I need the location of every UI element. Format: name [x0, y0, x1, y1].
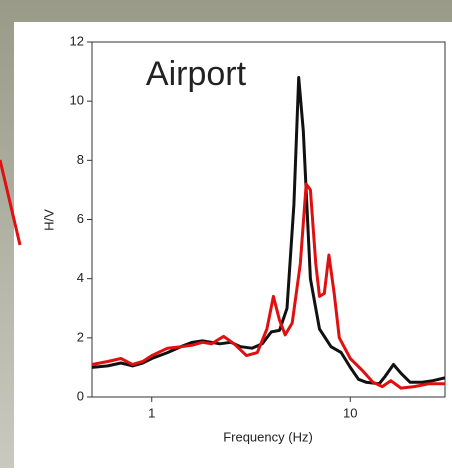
y-tick-label: 12: [70, 33, 84, 48]
x-tick-label: 1: [148, 405, 155, 420]
y-tick-label: 0: [77, 388, 84, 403]
plot-area: [91, 41, 446, 398]
y-tick-label: 10: [70, 93, 84, 108]
decoration: [0, 159, 22, 246]
y-tick-label: 4: [77, 270, 84, 285]
y-axis-label: H/V: [41, 209, 56, 231]
line: [92, 182, 445, 390]
y-tick-label: 6: [77, 211, 84, 226]
line: [92, 76, 445, 386]
x-axis-label: Frequency (Hz): [223, 429, 313, 444]
y-tick-label: 8: [77, 152, 84, 167]
x-tick-label: 10: [343, 405, 357, 420]
y-tick-label: 2: [77, 329, 84, 344]
annotation: Airport: [146, 55, 247, 93]
